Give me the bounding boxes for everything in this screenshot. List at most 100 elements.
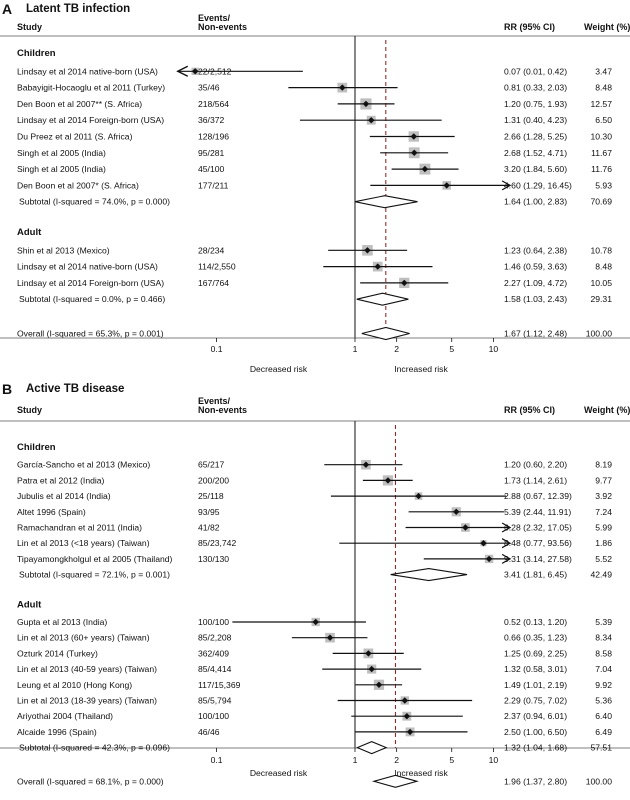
- study-row: Lindsay et al 2014 Foreign-born (USA) 167…: [17, 277, 612, 289]
- study-weight: 5.39: [595, 617, 612, 627]
- study-row: Gupta et al 2013 (India) 100/100 0.52 (0.1…: [17, 617, 612, 627]
- study-weight: 8.34: [595, 633, 612, 643]
- overall-weight: 100.00: [586, 329, 613, 339]
- panel-letter: A: [2, 1, 12, 17]
- study-name: Ramachandran et al 2011 (India): [17, 523, 142, 533]
- overall-label: Overall (I-squared = 65.3%, p = 0.001): [17, 329, 164, 339]
- study-point-estimate: [362, 461, 370, 468]
- study-weight: 12.57: [590, 99, 612, 109]
- study-row: Babayigit-Hocaoglu et al 2011 (Turkey) 35…: [17, 83, 612, 93]
- overall-rr-ci: 1.67 (1.12, 2.48): [504, 329, 567, 339]
- panel-title: Latent TB infection: [26, 3, 130, 15]
- study-events: 36/372: [198, 115, 225, 125]
- study-events: 100/100: [198, 617, 229, 627]
- study-name: Lin et al 2013 (18-39 years) (Taiwan): [17, 696, 157, 706]
- subtotal-weight: 57.51: [590, 743, 612, 753]
- study-rr-ci: 0.52 (0.13, 1.20): [504, 617, 567, 627]
- group-label-adult: Adult: [17, 227, 42, 238]
- study-events: 100/100: [198, 711, 229, 721]
- overall-diamond: [371, 774, 419, 788]
- study-row: García-Sancho et al 2013 (Mexico) 65/217 1…: [17, 460, 612, 470]
- study-rr-ci: 1.23 (0.64, 2.38): [504, 245, 567, 255]
- header-weight: Weight (%): [584, 405, 630, 415]
- study-events: 128/196: [198, 132, 229, 142]
- study-rr-ci: 2.27 (1.09, 4.72): [504, 278, 567, 288]
- subtotal-row: Subtotal (I-squared = 0.0%, p = 0.466) 1.…: [19, 292, 612, 306]
- study-weight: 8.48: [595, 83, 612, 93]
- study-name: Leung et al 2010 (Hong Kong): [17, 680, 132, 690]
- study-ci-arrow-right: [501, 538, 512, 549]
- study-rr-ci: 8.48 (0.77, 93.56): [504, 538, 572, 548]
- subtotal-weight: 29.31: [590, 294, 612, 304]
- study-weight: 11.76: [591, 164, 612, 174]
- x-tick-label: 0.1: [211, 344, 223, 354]
- study-point-estimate: [362, 100, 370, 108]
- study-events: 35/46: [198, 83, 220, 93]
- study-weight: 10.78: [590, 245, 612, 255]
- x-tick-label: 10: [489, 344, 499, 354]
- subtotal-diamond: [390, 568, 468, 582]
- study-row: Lin et al 2013 (<18 years) (Taiwan) 85/23…: [17, 538, 612, 549]
- study-events: 85/23,742: [198, 538, 236, 548]
- study-weight: 11.67: [591, 148, 612, 158]
- study-point-estimate: [368, 117, 375, 124]
- study-row: Tipayamongkholgul et al 2005 (Thailand) 1…: [17, 553, 612, 564]
- study-rr-ci: 1.32 (0.58, 3.01): [504, 664, 567, 674]
- study-row: Singh et al 2005 (India) 95/281 2.68 (1.52…: [17, 147, 612, 159]
- subtotal-label: Subtotal (I-squared = 42.3%, p = 0.096): [19, 743, 170, 753]
- overall-rr-ci: 1.96 (1.37, 2.80): [504, 776, 567, 786]
- study-weight: 10.05: [590, 278, 612, 288]
- study-name: Babayigit-Hocaoglu et al 2011 (Turkey): [17, 83, 165, 93]
- study-events: 41/82: [198, 523, 220, 533]
- study-row: Ozturk 2014 (Turkey) 362/409 1.25 (0.69, 2…: [17, 648, 612, 658]
- study-name: Altet 1996 (Spain): [17, 507, 86, 517]
- study-rr-ci: 0.81 (0.33, 2.03): [504, 83, 567, 93]
- study-name: Lin et al 2013 (40-59 years) (Taiwan): [17, 664, 157, 674]
- study-point-estimate: [365, 650, 372, 657]
- study-row: Lindsay et al 2014 native-born (USA) 114/…: [17, 262, 612, 272]
- study-events: 28/234: [198, 245, 225, 255]
- header-events: Events/: [198, 13, 231, 23]
- overall-label: Overall (I-squared = 68.1%, p = 0.000): [17, 776, 164, 786]
- study-name: Ariyothai 2004 (Thailand): [17, 711, 113, 721]
- subtotal-rr-ci: 1.58 (1.03, 2.43): [504, 294, 567, 304]
- study-row: Lin et al 2013 (40-59 years) (Taiwan) 85/…: [17, 664, 612, 674]
- study-weight: 6.40: [595, 711, 612, 721]
- study-events: 114/2,550: [198, 262, 236, 272]
- study-point-estimate: [485, 555, 493, 563]
- forest-panel-a: A Latent TB infection Study Events/Non-even…: [0, 1, 630, 374]
- study-weight: 9.77: [595, 475, 612, 485]
- study-rr-ci: 1.20 (0.75, 1.93): [504, 99, 567, 109]
- study-point-estimate: [364, 247, 371, 254]
- subtotal-row: Subtotal (I-squared = 42.3%, p = 0.096) 1…: [19, 741, 612, 755]
- study-rr-ci: 1.46 (0.59, 3.63): [504, 262, 567, 272]
- study-weight: 7.24: [595, 507, 612, 517]
- header-weight: Weight (%): [584, 22, 630, 32]
- study-rr-ci: 1.31 (0.40, 4.23): [504, 115, 567, 125]
- group-label-children: Children: [17, 442, 56, 453]
- study-point-estimate: [480, 540, 487, 547]
- subtotal-row: Subtotal (I-squared = 72.1%, p = 0.001) 3…: [19, 568, 612, 582]
- study-row: Shin et al 2013 (Mexico) 28/234 1.23 (0.64…: [17, 245, 612, 256]
- study-weight: 10.30: [590, 132, 612, 142]
- study-events: 362/409: [198, 648, 229, 658]
- header-rr-ci: RR (95% CI): [504, 22, 555, 32]
- study-point-estimate: [453, 508, 460, 515]
- study-name: Du Preez et al 2011 (S. Africa): [17, 132, 133, 142]
- study-point-estimate: [384, 477, 392, 484]
- x-tick-label: 0.1: [211, 755, 223, 765]
- study-events: 177/211: [198, 180, 229, 190]
- study-name: Tipayamongkholgul et al 2005 (Thailand): [17, 554, 173, 564]
- study-ci-arrow-right: [501, 522, 512, 533]
- study-point-estimate: [462, 524, 469, 531]
- study-row: Lin et al 2013 (18-39 years) (Taiwan) 85/…: [17, 696, 612, 706]
- study-name: Shin et al 2013 (Mexico): [17, 245, 110, 255]
- study-name: Lindsay et al 2014 Foreign-born (USA): [17, 278, 164, 288]
- study-weight: 5.36: [595, 696, 612, 706]
- study-rr-ci: 4.60 (1.29, 16.45): [504, 180, 572, 190]
- study-point-estimate: [421, 165, 429, 173]
- study-row: Den Boon et al 2007** (S. Africa) 218/564…: [17, 98, 612, 110]
- study-point-estimate: [312, 618, 319, 626]
- study-events: 218/564: [198, 99, 229, 109]
